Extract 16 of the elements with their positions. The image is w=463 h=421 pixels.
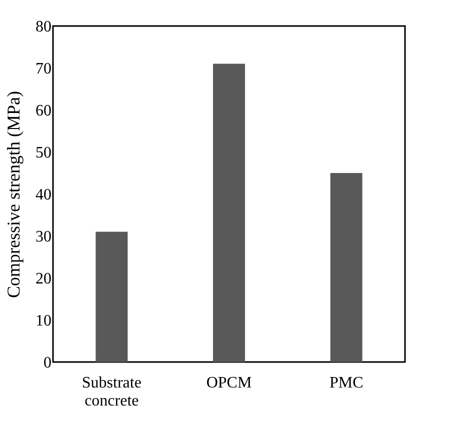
x-tick-label: OPCM [206,374,252,392]
bar [96,232,128,362]
x-tick-label: Substrate concrete [82,374,142,410]
y-tick-label: 0 [44,354,52,372]
x-tick-label: PMC [329,374,364,392]
y-tick-label: 80 [36,18,52,36]
y-tick-label: 10 [36,312,52,330]
y-tick-label: 70 [36,60,52,78]
y-tick-label: 40 [36,186,52,204]
y-axis-title: Compressive strength (MPa) [4,91,24,298]
y-tick-label: 50 [36,144,52,162]
bar [213,64,245,362]
bar [330,173,362,362]
y-tick-label: 20 [36,270,52,288]
y-tick-label: 30 [36,228,52,246]
y-tick-label: 60 [36,102,52,120]
